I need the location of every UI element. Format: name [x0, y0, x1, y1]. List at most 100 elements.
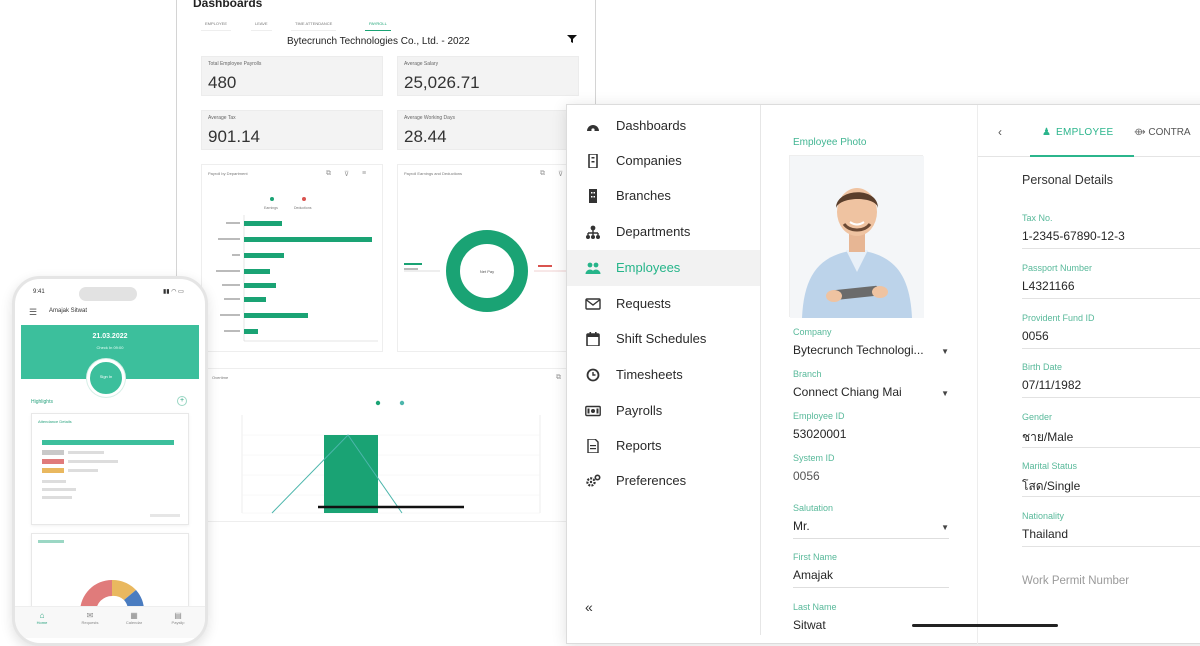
- sidebar-item-preferences[interactable]: Preferences: [567, 463, 760, 499]
- card-title: Overtime: [212, 375, 229, 380]
- hr-app-window: Dashboards Companies Branches Department…: [566, 104, 1200, 645]
- company-year-label: Bytecrunch Technologies Co., Ltd. - 2022: [287, 36, 470, 47]
- birth-date-input[interactable]: 07/11/1982: [1022, 378, 1082, 392]
- last-name-field[interactable]: Last Name Sitwat: [793, 602, 949, 632]
- phone-nav-home[interactable]: ⌂ Home: [27, 611, 57, 625]
- overtime-card: Overtime ⧉: [201, 368, 573, 522]
- sidebar-item-label: Payrolls: [616, 403, 663, 418]
- field-label: Provident Fund ID: [1022, 313, 1095, 323]
- dashboard-panel: Dashboards EMPLOYEE LEAVE TIME ATTENDANC…: [176, 0, 596, 636]
- clock-icon: [586, 368, 600, 382]
- salutation-select[interactable]: Mr.: [793, 519, 810, 533]
- gender-field[interactable]: Gender ชาย/Male: [1022, 412, 1200, 448]
- sidebar-item-timesheets[interactable]: Timesheets: [567, 357, 760, 393]
- field-label: Marital Status: [1022, 461, 1078, 471]
- field-label: Last Name: [793, 602, 837, 612]
- overtime-chart: [241, 400, 541, 514]
- sidebar-item-requests[interactable]: Requests: [567, 286, 760, 322]
- branch-field[interactable]: Branch Connect Chiang Mai ▼: [793, 369, 949, 399]
- dashboard-title: Dashboards: [193, 0, 263, 10]
- legend-label-deductions: Deductions: [294, 206, 312, 210]
- company-select[interactable]: Bytecrunch Technologi...: [793, 343, 924, 357]
- tab-payroll-dashboard[interactable]: PAYROLL: [365, 19, 391, 31]
- tab-leave-dashboard[interactable]: LEAVE: [251, 19, 272, 31]
- donut-center-label: Net Pay: [480, 269, 494, 274]
- phone-header: ☰ Amajak Sitwat: [15, 301, 205, 325]
- field-label: Employee ID: [793, 411, 845, 421]
- sidebar-item-companies[interactable]: Companies: [567, 143, 760, 179]
- filter-icon[interactable]: ⊽: [344, 171, 350, 178]
- dropdown-arrow-icon[interactable]: ▼: [941, 523, 949, 532]
- tab-time-attendance-dashboard[interactable]: TIME ATTENDANCE: [291, 19, 337, 31]
- hamburger-icon[interactable]: ☰: [29, 307, 38, 317]
- phone-time: 9:41: [33, 289, 45, 295]
- bar-8: [244, 329, 258, 334]
- work-permit-number-input[interactable]: Work Permit Number: [1022, 575, 1130, 587]
- phone-nav-calendar[interactable]: ▦ Calendar: [119, 611, 149, 625]
- sidebar-item-employees[interactable]: Employees: [567, 250, 760, 286]
- salutation-field[interactable]: Salutation Mr. ▼: [793, 503, 949, 539]
- sidebar-item-label: Shift Schedules: [616, 331, 707, 346]
- last-name-input[interactable]: Sitwat: [793, 618, 826, 632]
- first-name-field[interactable]: First Name Amajak: [793, 552, 949, 588]
- filter-icon[interactable]: ⊽: [558, 171, 564, 178]
- sidebar-item-reports[interactable]: Reports: [567, 428, 760, 464]
- employee-avatar-illustration: [790, 156, 924, 318]
- marital-status-select[interactable]: โสด/Single: [1022, 479, 1081, 493]
- tax-no-input[interactable]: 1-2345-67890-12-3: [1022, 229, 1125, 243]
- copy-icon[interactable]: ⧉: [540, 170, 545, 177]
- filter-icon[interactable]: [567, 34, 577, 44]
- provident-fund-id-input[interactable]: 0056: [1022, 329, 1049, 343]
- company-field[interactable]: Company Bytecrunch Technologi... ▼: [793, 327, 949, 357]
- passport-number-field[interactable]: Passport Number L4321166: [1022, 263, 1200, 299]
- tab-employee-dashboard[interactable]: EMPLOYEE: [201, 19, 232, 31]
- menu-icon[interactable]: ≡: [362, 170, 367, 177]
- payroll-donut-chart: Net Pay: [404, 230, 576, 312]
- sidebar-item-label: Reports: [616, 438, 662, 453]
- mail-icon: [585, 298, 601, 310]
- legend-dot-earnings: [270, 197, 274, 201]
- copy-icon[interactable]: ⧉: [326, 170, 331, 177]
- sign-in-button[interactable]: Sign In: [87, 359, 125, 397]
- collapse-sidebar-button[interactable]: «: [585, 599, 593, 615]
- phone-nav-payslip[interactable]: ▤ Payslip: [163, 611, 193, 625]
- dropdown-arrow-icon[interactable]: ▼: [941, 347, 949, 356]
- tax-no-field[interactable]: Tax No. 1-2345-67890-12-3: [1022, 213, 1200, 249]
- nationality-select[interactable]: Thailand: [1022, 527, 1069, 541]
- legend-label-earnings: Earnings: [264, 206, 278, 210]
- sidebar-item-shift-schedules[interactable]: Shift Schedules: [567, 321, 760, 357]
- phone-notch: [79, 287, 137, 301]
- sidebar-item-payrolls[interactable]: Payrolls: [567, 393, 760, 429]
- overtime-line: [271, 434, 403, 514]
- nationality-field[interactable]: Nationality Thailand: [1022, 511, 1200, 547]
- field-label: Nationality: [1022, 511, 1065, 521]
- employee-id-input[interactable]: 53020001: [793, 427, 847, 441]
- gender-select[interactable]: ชาย/Male: [1022, 430, 1074, 444]
- scroll-indicator[interactable]: [912, 624, 1058, 627]
- marital-status-field[interactable]: Marital Status โสด/Single: [1022, 461, 1200, 497]
- first-name-input[interactable]: Amajak: [793, 568, 834, 582]
- provident-fund-id-field[interactable]: Provident Fund ID 0056: [1022, 313, 1200, 349]
- sidebar-item-label: Employees: [616, 260, 681, 275]
- mail-icon: ✉: [86, 611, 94, 620]
- copy-icon[interactable]: ⧉: [556, 374, 561, 381]
- field-label: Salutation: [793, 503, 834, 513]
- tab-employee[interactable]: ♟ EMPLOYEE: [1030, 123, 1134, 157]
- birth-date-field[interactable]: Birth Date 07/11/1982: [1022, 362, 1200, 398]
- phone-nav-requests[interactable]: ✉ Requests: [75, 611, 105, 625]
- sidebar-item-branches[interactable]: Branches: [567, 178, 760, 214]
- branch-select[interactable]: Connect Chiang Mai: [793, 385, 902, 399]
- employee-id-field[interactable]: Employee ID 53020001: [793, 411, 949, 441]
- chevron-left-icon[interactable]: ‹: [998, 125, 1002, 139]
- dropdown-arrow-icon[interactable]: ▼: [941, 389, 949, 398]
- add-icon[interactable]: +: [177, 396, 187, 406]
- tab-contract[interactable]: ⟴ CONTRA: [1134, 127, 1191, 138]
- passport-number-input[interactable]: L4321166: [1022, 279, 1075, 293]
- sidebar-item-departments[interactable]: Departments: [567, 214, 760, 250]
- employee-photo[interactable]: [789, 155, 924, 318]
- branch-icon: [589, 189, 597, 203]
- sidebar-item-dashboards[interactable]: Dashboards: [567, 108, 760, 144]
- kpi-label: Average Salary: [404, 61, 439, 67]
- attendance-card: Attendance Details: [31, 413, 189, 525]
- field-underline: [793, 587, 949, 588]
